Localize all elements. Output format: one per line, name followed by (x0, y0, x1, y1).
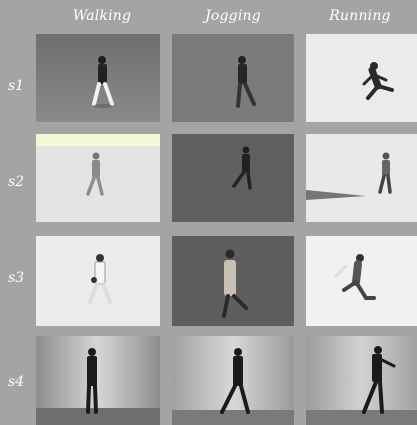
frame-s4-running (306, 336, 417, 425)
frame-s4-jogging (172, 336, 294, 425)
row-label-s3: s3 (8, 270, 25, 286)
row-label-s1: s1 (8, 78, 25, 94)
frame-s2-running (306, 134, 417, 222)
frame-s2-walking (36, 134, 160, 222)
running-person (378, 152, 392, 194)
column-header-running: Running (329, 8, 391, 24)
row-label-s4: s4 (8, 374, 25, 390)
frame-s3-running (306, 236, 417, 326)
frame-s3-jogging (172, 236, 294, 326)
jogging-person (220, 348, 250, 414)
frame-s4-walking (36, 336, 160, 425)
walking-person (92, 56, 114, 108)
column-header-jogging: Jogging (205, 8, 261, 24)
jogging-person (232, 146, 252, 190)
walking-person (88, 254, 112, 304)
running-person (362, 62, 394, 100)
column-header-walking: Walking (72, 8, 132, 24)
walking-person (86, 152, 104, 196)
frame-s1-jogging (172, 34, 294, 122)
running-person (334, 254, 376, 300)
frame-s1-running (306, 34, 417, 122)
jogging-person (236, 56, 256, 108)
frame-s3-walking (36, 236, 160, 326)
frame-s1-walking (36, 34, 160, 122)
frame-s2-jogging (172, 134, 294, 222)
walking-person (86, 348, 98, 414)
running-person (362, 346, 396, 414)
jogging-person (222, 249, 248, 318)
row-label-s2: s2 (8, 174, 25, 190)
